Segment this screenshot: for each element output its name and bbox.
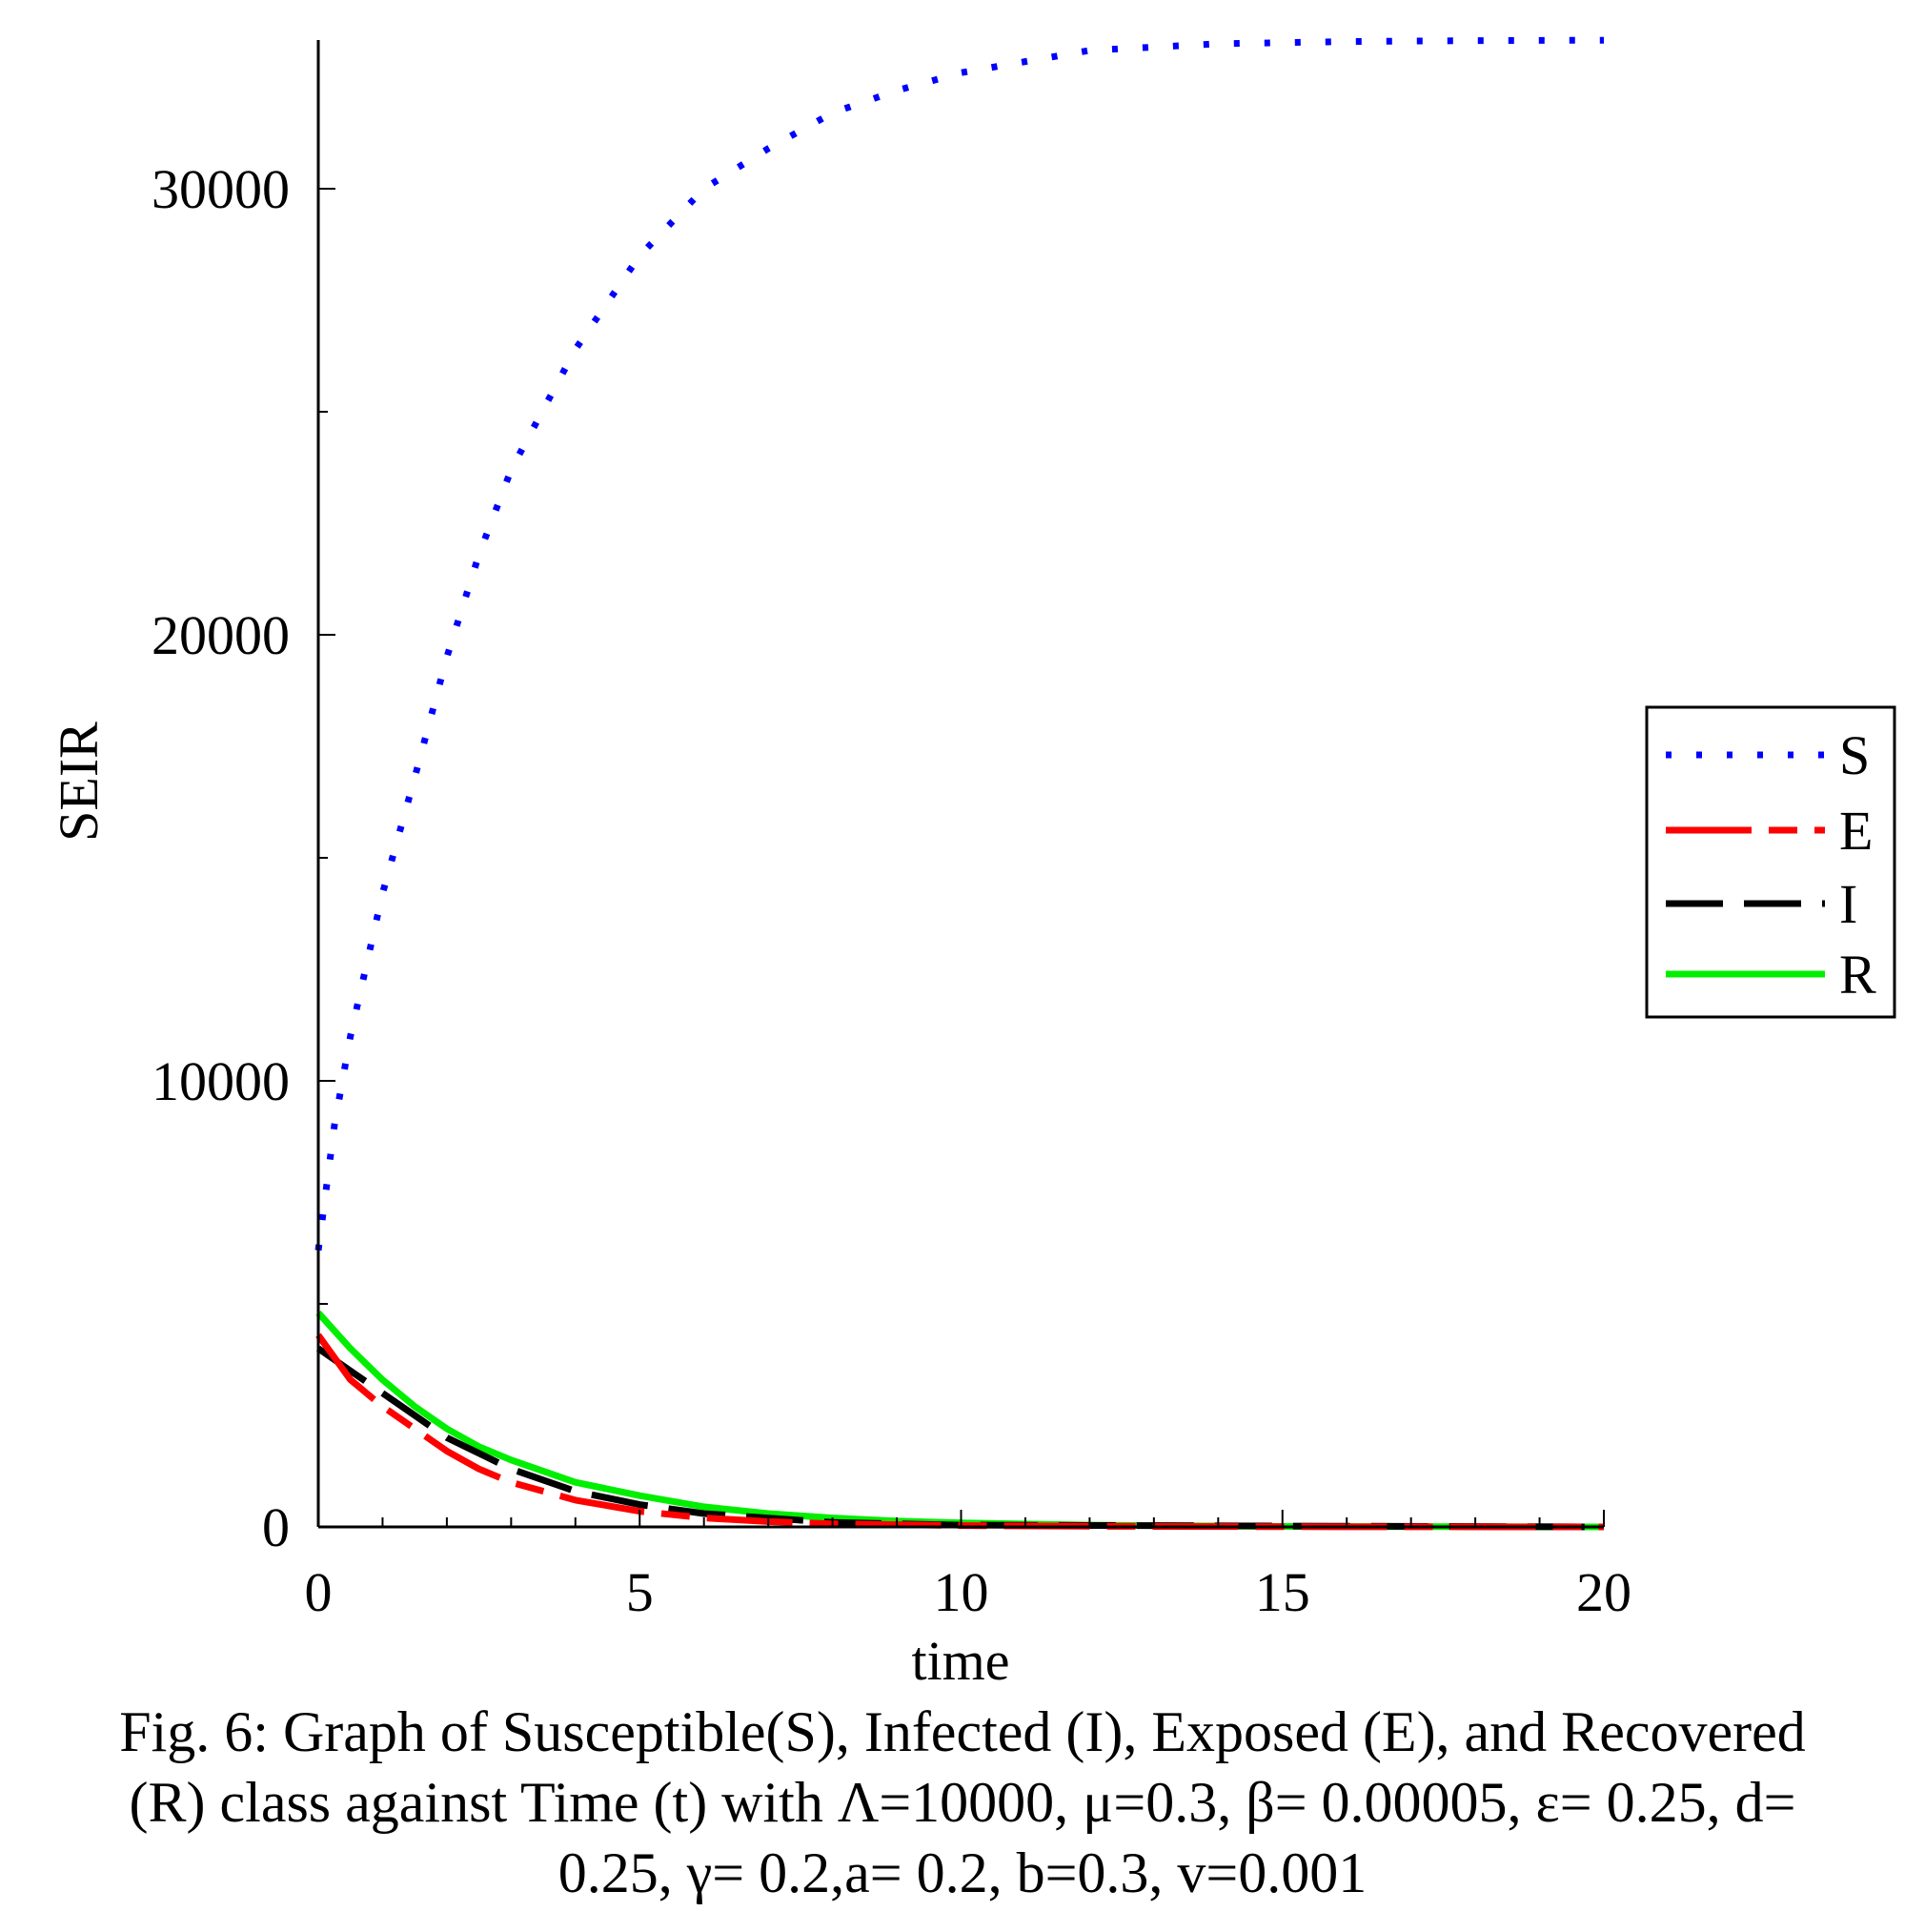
legend: SEIR <box>1645 705 1896 1019</box>
caption-line-1: Fig. 6: Graph of Susceptible(S), Infecte… <box>119 1700 1806 1763</box>
caption-line-2: (R) class against Time (t) with Λ=10000,… <box>129 1771 1796 1834</box>
legend-label-e: E <box>1839 800 1873 862</box>
legend-label-s: S <box>1839 724 1870 786</box>
seir-chart: 0 5 10 15 20 0 10000 20000 30000 time SEIR SEIR <box>48 36 1896 1692</box>
x-axis-title: time <box>911 1630 1009 1692</box>
y-tick-label: 30000 <box>152 158 290 220</box>
figure-caption: Fig. 6: Graph of Susceptible(S), Infecte… <box>0 1697 1925 1908</box>
x-tick-label: 5 <box>626 1561 654 1623</box>
y-tick-label: 10000 <box>152 1050 290 1112</box>
x-tick-label: 15 <box>1255 1561 1310 1623</box>
x-tick-label: 0 <box>305 1561 333 1623</box>
legend-items: SEIR <box>1666 724 1876 1006</box>
legend-box <box>1645 705 1896 1019</box>
y-axis-title: SEIR <box>48 722 110 842</box>
series-line-e <box>315 1332 1605 1531</box>
series-line-r <box>315 1311 1605 1531</box>
caption-line-3: 0.25, γ= 0.2,a= 0.2, b=0.3, v=0.001 <box>557 1841 1368 1904</box>
plot-lines <box>314 36 1605 1531</box>
x-tick-label: 20 <box>1576 1561 1631 1623</box>
x-tick-label: 10 <box>934 1561 989 1623</box>
axis-ticks: 0 5 10 15 20 0 10000 20000 30000 <box>152 158 1631 1623</box>
y-tick-label: 0 <box>262 1496 290 1558</box>
legend-label-r: R <box>1839 944 1876 1006</box>
y-tick-label: 20000 <box>152 604 290 666</box>
series-line-i <box>316 1345 1605 1531</box>
series-line-s <box>314 36 1605 1251</box>
legend-label-i: I <box>1839 873 1857 935</box>
